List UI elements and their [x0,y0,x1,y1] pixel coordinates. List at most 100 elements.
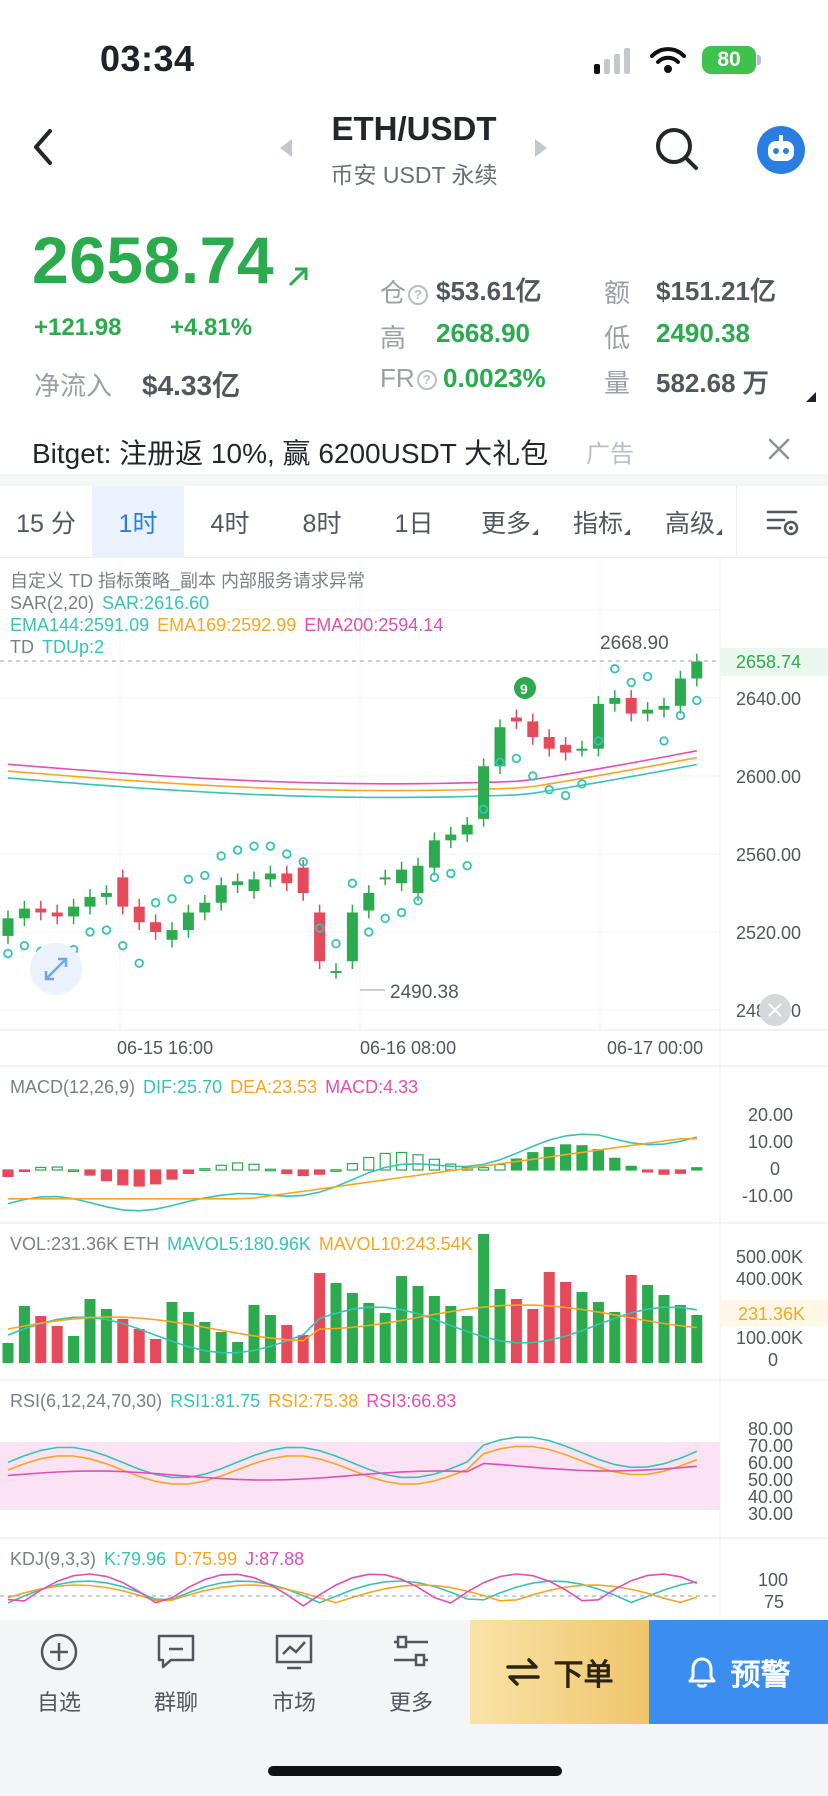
volume-bar [166,1302,178,1363]
tab-advanced[interactable]: 高级 [644,486,736,558]
ema200-line [7,750,697,785]
place-order-button[interactable]: 下单 [470,1620,649,1724]
nav-watchlist[interactable]: 自选 [9,1632,109,1717]
tab-4h[interactable]: 4时 [210,509,250,538]
macd-y-tick: 0 [770,1159,780,1179]
td-badge [514,677,536,699]
chart-settings-button[interactable] [736,485,828,558]
sar-dot [610,664,620,674]
macd-dea-line [8,1137,697,1200]
sar-dot [692,695,702,706]
price-alert-button[interactable]: 预警 [649,1620,828,1724]
volume-bar [281,1325,293,1363]
sar-dot [19,940,30,951]
ad-tag: 广告 [586,441,634,468]
macd-bar [346,1162,358,1171]
low-label: 低 [604,323,631,353]
expand-chart-icon[interactable] [30,943,82,995]
ad-banner-text[interactable]: Bitget: 注册返 10%, 赢 6200USDT 大礼包 [32,438,549,469]
add-favorite-icon [40,1633,78,1671]
candle-body [314,912,326,962]
macd-bar [396,1151,408,1171]
volume-bar [248,1305,260,1363]
volume-bar [51,1326,63,1363]
expand-stats-icon[interactable] [806,392,816,402]
macd-bar [576,1145,588,1171]
candle-body [215,885,227,903]
tab-1h[interactable]: 1时 [92,485,184,558]
tab-indicators[interactable]: 指标 [552,486,644,558]
sar-dot [232,845,243,855]
kdj-y-tick: 100 [758,1570,788,1590]
macd-bar [84,1169,96,1176]
macd-bar [18,1169,30,1173]
volume-bar [18,1306,30,1363]
sar-dot [216,851,226,861]
back-arrow-icon[interactable] [32,128,54,166]
open-interest-value: $53.61亿 [436,276,542,306]
candle-body [625,698,637,714]
macd-bar [314,1169,326,1175]
candle-body [346,912,358,962]
macd-bar [412,1154,424,1171]
indicator-title: 自定义 TD 指标策略_副本 内部服务请求异常 [10,571,365,592]
sar-dot [429,872,440,883]
macd-bar [182,1169,194,1175]
candle-body [379,877,391,880]
tab-more[interactable]: 更多 [460,486,552,558]
robot-avatar-icon[interactable] [757,126,805,174]
mavol5-line [7,1306,697,1354]
battery-tip [757,55,761,65]
last-price-tag: 2658.74 [736,652,801,672]
tab-15m[interactable]: 15 分 [16,509,76,538]
macd-bar [264,1168,276,1172]
help-icon[interactable]: ? [416,370,437,390]
sar-dot [675,710,686,721]
previous-pair-icon[interactable] [278,137,294,159]
volume-bar [330,1283,342,1363]
macd-bar [330,1169,342,1172]
volume-bar [396,1276,408,1363]
volume-bar [215,1332,227,1363]
close-icon[interactable] [766,436,792,462]
sar-dot [314,923,325,933]
macd-bar [592,1149,605,1171]
volume-bar [510,1299,522,1363]
ema144-line [7,763,697,799]
chart-settings-icon [766,510,798,535]
candle-body [412,865,424,893]
next-pair-icon[interactable] [533,137,549,159]
nav-chat[interactable]: 群聊 [126,1632,226,1717]
candle-body [18,908,30,919]
dropdown-icon [532,528,538,535]
help-icon[interactable]: ? [408,285,429,305]
sar-dot [298,857,308,867]
sar-dot [446,868,456,879]
price-up-arrow-icon [288,267,308,287]
last-price: 2658.74 [32,223,275,297]
kline-chart[interactable]: 自定义 TD 指标策略_副本 内部服务请求异常 SAR(2,20) SAR:261… [0,558,828,1620]
sar-dot [528,771,538,781]
candle-body [117,877,129,907]
candle-body [297,867,309,893]
reset-chart-icon[interactable] [759,994,791,1026]
macd-bar [379,1152,391,1171]
macd-bar [133,1169,145,1187]
volume-bar [494,1289,506,1363]
nav-more[interactable]: 更多 [361,1632,461,1717]
volume-bar [445,1306,457,1363]
vol-legend: VOL:231.36K ETH MAVOL5:180.96K MAVOL10:243… [10,1234,473,1254]
tab-8h[interactable]: 8时 [302,509,342,538]
chat-icon [157,1634,195,1669]
sar-dot [364,927,374,937]
search-icon[interactable] [654,126,700,172]
nav-market[interactable]: 市场 [244,1632,344,1717]
tab-1d[interactable]: 1日 [394,509,434,538]
volume-bar [297,1335,309,1363]
macd-bar [363,1156,375,1171]
volume-bar [560,1282,572,1363]
sar-dot [249,841,259,851]
sar-dot [495,757,505,768]
sar-dot [347,878,358,888]
pair-title[interactable]: ETH/USDT [331,110,497,147]
